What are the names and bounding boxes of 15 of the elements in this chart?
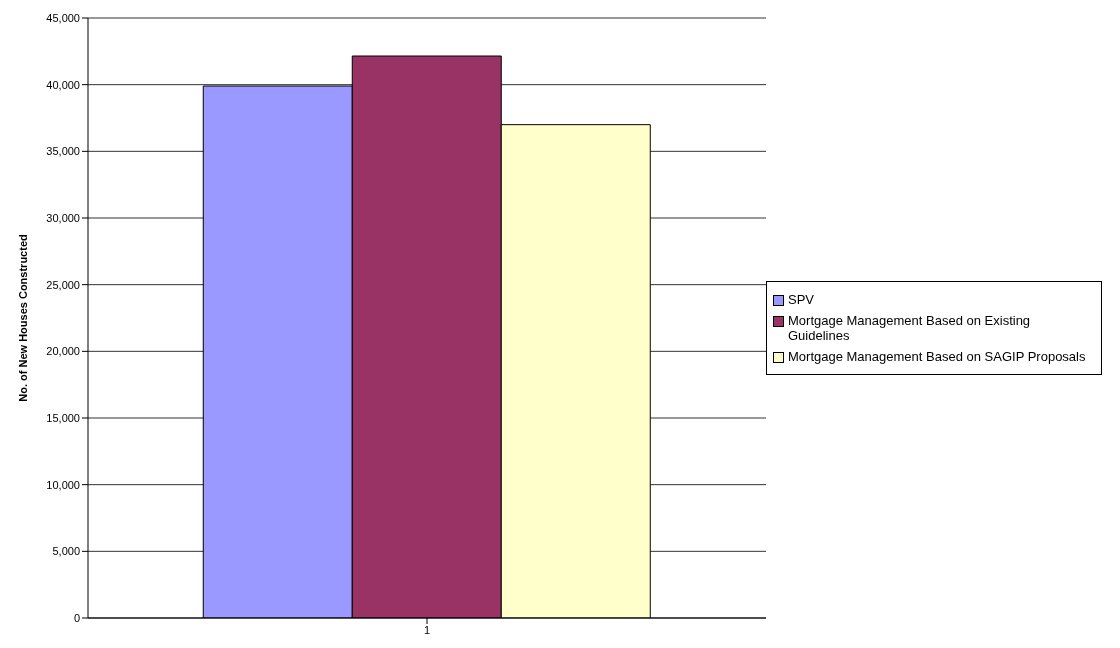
y-tick-label: 20,000 — [46, 345, 80, 358]
x-tick-label: 1 — [423, 623, 431, 636]
y-tick-label: 30,000 — [46, 211, 80, 224]
legend-label: Mortgage Management Based on Existing Guidelines — [788, 313, 1032, 343]
y-tick-label: 40,000 — [46, 78, 80, 91]
y-tick-label: 35,000 — [46, 145, 80, 158]
legend-label: SPV — [788, 292, 815, 307]
y-tick-label: 0 — [73, 611, 80, 624]
y-tick-label: 10,000 — [46, 478, 80, 491]
y-tick-label: 25,000 — [46, 278, 80, 291]
y-axis-title: No. of New Houses Constructed — [16, 234, 29, 402]
y-tick-label: 45,000 — [46, 11, 80, 24]
y-tick-label: 5,000 — [52, 545, 80, 558]
legend-label: Mortgage Management Based on SAGIP Proposals — [788, 349, 1086, 364]
y-tick-label: 15,000 — [46, 411, 80, 424]
